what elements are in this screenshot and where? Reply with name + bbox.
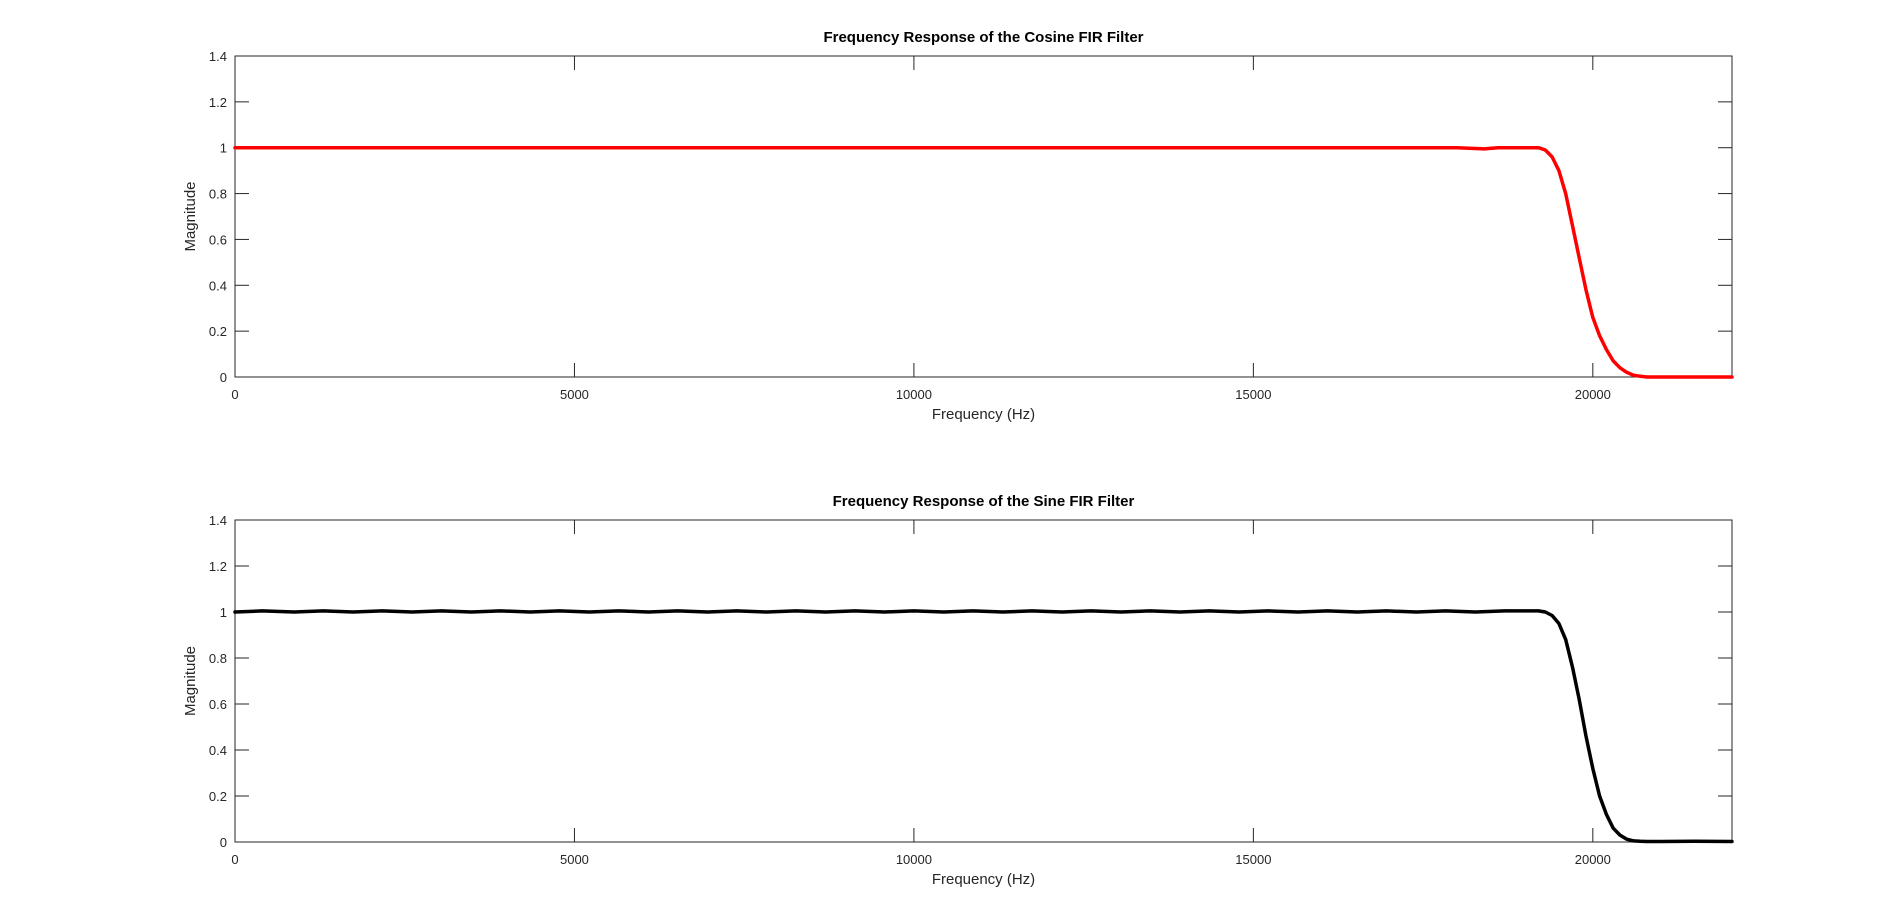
y-tick-label: 0.4 [209, 743, 227, 758]
y-tick-label: 0.2 [209, 324, 227, 339]
x-tick-label: 10000 [896, 387, 932, 402]
chart-title: Frequency Response of the Cosine FIR Fil… [823, 29, 1143, 46]
x-tick-label: 15000 [1235, 387, 1271, 402]
x-tick-label: 0 [231, 387, 238, 402]
y-axis-label: Magnitude [182, 646, 199, 716]
y-tick-label: 0.8 [209, 651, 227, 666]
chart-panel-1: 0 5000 10000 15000 20000 0 0.2 0.4 0.6 0.8 1 1.2 1.4… [182, 29, 1734, 423]
y-tick-label: 1 [220, 605, 227, 620]
x-axis-label: Frequency (Hz) [932, 871, 1035, 888]
x-tick-label: 20000 [1575, 852, 1611, 867]
y-tick-label: 1.4 [209, 49, 227, 64]
x-tick-label: 5000 [560, 852, 589, 867]
y-tick-label: 1 [220, 141, 227, 156]
series-line-1 [233, 145, 1734, 379]
axes-box [234, 55, 1733, 378]
y-tick-label: 0.6 [209, 697, 227, 712]
x-tick-label: 15000 [1235, 852, 1271, 867]
y-tick-label: 0 [220, 835, 227, 850]
y-tick-label: 0.4 [209, 278, 227, 293]
axes-box [234, 519, 1733, 843]
x-tick-label: 0 [231, 852, 238, 867]
x-tick-label: 10000 [896, 852, 932, 867]
x-axis-label: Frequency (Hz) [932, 406, 1035, 423]
series-line-1 [233, 609, 1734, 844]
y-axis-label: Magnitude [182, 181, 199, 251]
y-tick-label: 0.6 [209, 232, 227, 247]
y-tick-label: 0.8 [209, 187, 227, 202]
y-tick-label: 1.2 [209, 559, 227, 574]
chart-title: Frequency Response of the Sine FIR Filte… [833, 493, 1135, 510]
y-tick-label: 0 [220, 370, 227, 385]
y-tick-label: 0.2 [209, 789, 227, 804]
chart-panel-2: 0 5000 10000 15000 20000 0 0.2 0.4 0.6 0.8 1 1.2 1.4… [182, 493, 1734, 888]
y-tick-label: 1.2 [209, 95, 227, 110]
x-tick-label: 20000 [1575, 387, 1611, 402]
x-tick-label: 5000 [560, 387, 589, 402]
y-tick-label: 1.4 [209, 513, 227, 528]
